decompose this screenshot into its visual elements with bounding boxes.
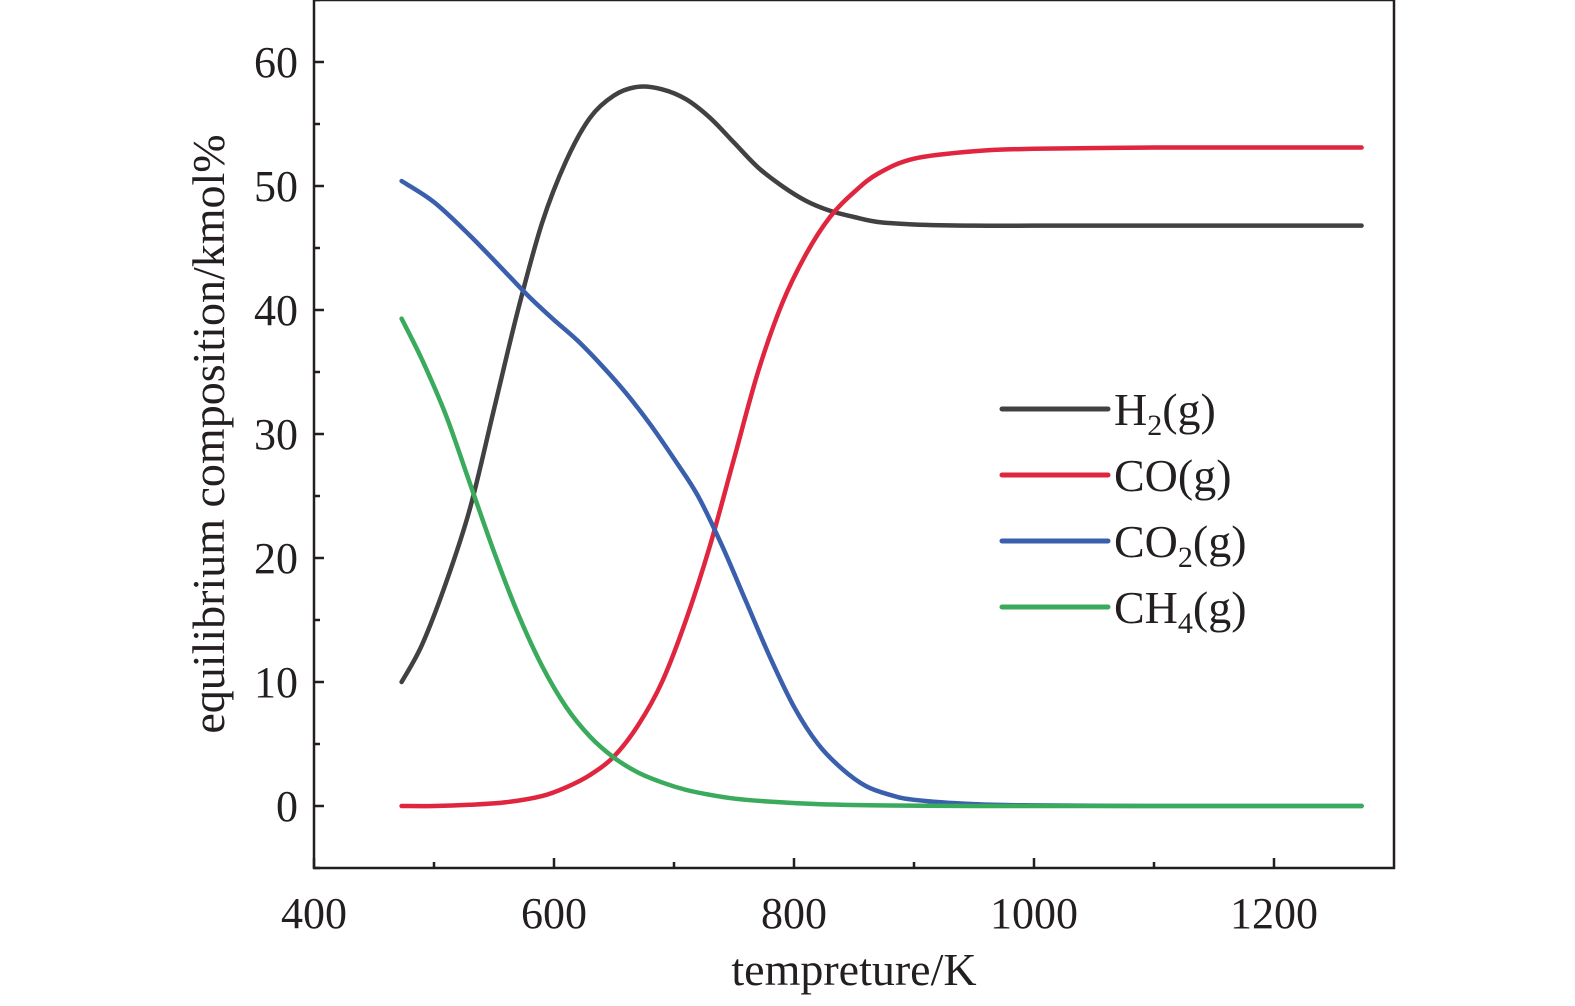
x-tick-label: 1200 xyxy=(1230,889,1318,938)
plot-area xyxy=(399,84,1364,809)
y-axis-title: equilibrium composition/kmol% xyxy=(183,134,234,733)
legend-label-subscript: 2 xyxy=(1178,541,1193,574)
y-tick-label: 60 xyxy=(254,38,298,87)
legend-label-subscript: 4 xyxy=(1178,607,1193,640)
legend-label-main: CH xyxy=(1114,582,1178,633)
y-tick-label: 40 xyxy=(254,286,298,335)
legend-label-tail: (g) xyxy=(1193,516,1247,567)
legend-label-main: CO xyxy=(1114,450,1178,501)
y-tick-label: 20 xyxy=(254,534,298,583)
x-tick-label: 400 xyxy=(281,889,347,938)
x-axis: 400 600 800 1000 1200 xyxy=(281,858,1318,938)
y-tick-label: 50 xyxy=(254,162,298,211)
legend-label-tail: (g) xyxy=(1193,582,1247,633)
legend-label-tail: (g) xyxy=(1178,450,1232,501)
legend-label-co2-g: CO2(g) xyxy=(1114,516,1247,574)
legend: H2(g)CO(g)CO2(g)CH4(g) xyxy=(999,384,1247,640)
legend-label-main: H xyxy=(1114,384,1147,435)
x-tick-label: 800 xyxy=(761,889,827,938)
y-tick-label: 10 xyxy=(254,658,298,707)
y-axis: 0 10 20 30 40 50 60 xyxy=(254,0,324,870)
legend-label-ch4-g: CH4(g) xyxy=(1114,582,1247,640)
y-tick-label: 0 xyxy=(276,782,298,831)
series-line-co-g xyxy=(399,145,1364,809)
legend-label-tail: (g) xyxy=(1162,384,1216,435)
series-line-ch4-g xyxy=(399,316,1364,809)
legend-label-subscript: 2 xyxy=(1147,409,1162,442)
legend-label-co-g: CO(g) xyxy=(1114,450,1232,501)
plot-frame xyxy=(312,0,1396,870)
legend-label-main: CO xyxy=(1114,516,1178,567)
x-tick-label: 1000 xyxy=(990,889,1078,938)
y-tick-label: 30 xyxy=(254,410,298,459)
legend-label-h2-g: H2(g) xyxy=(1114,384,1216,442)
x-axis-title: tempreture/K xyxy=(731,944,976,995)
series-line-h2-g xyxy=(399,84,1364,685)
x-tick-label: 600 xyxy=(521,889,587,938)
